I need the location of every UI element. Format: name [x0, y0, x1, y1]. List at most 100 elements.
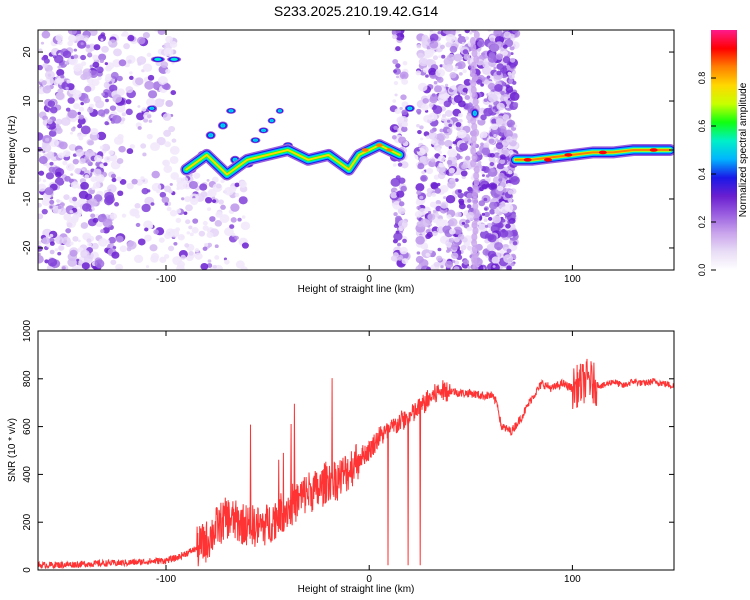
spectral-noise-blob [448, 237, 455, 243]
spectral-noise-blob [85, 159, 91, 164]
spectral-noise-blob [231, 232, 236, 237]
spectral-noise-blob [169, 145, 180, 155]
spectral-noise-blob [498, 125, 507, 133]
spectral-noise-blob [46, 119, 53, 125]
spectral-noise-blob [88, 140, 95, 146]
spectral-noise-blob [117, 133, 124, 140]
spectral-noise-blob [416, 205, 421, 210]
spectral-noise-blob [218, 199, 224, 205]
spectral-noise-blob [111, 114, 122, 124]
spectral-noise-blob [469, 31, 473, 35]
colorbar-tick-label: 0.8 [697, 72, 707, 85]
x-tick-label: -100 [156, 274, 176, 285]
spectral-noise-blob [77, 247, 82, 251]
spectral-noise-blob [153, 229, 159, 235]
spectral-noise-blob [510, 262, 515, 267]
spectral-noise-blob [452, 259, 456, 263]
spectral-noise-blob [150, 202, 155, 206]
spectral-noise-blob [97, 109, 106, 117]
spectral-noise-blob [444, 139, 453, 148]
spectral-stripe-blob [473, 30, 480, 39]
spectral-noise-blob [496, 155, 501, 159]
spectral-noise-blob [57, 251, 62, 256]
spectral-noise-blob [112, 246, 117, 250]
spectral-noise-blob [70, 127, 76, 132]
spectral-noise-blob [205, 196, 213, 204]
spectral-noise-blob [462, 91, 467, 96]
spectral-noise-blob [93, 44, 101, 51]
spectral-noise-blob [480, 142, 484, 146]
spectral-noise-blob [417, 82, 428, 92]
spectral-stripe-blob [471, 49, 478, 58]
spectral-noise-blob [434, 187, 441, 194]
spectral-noise-blob [93, 168, 102, 177]
spectral-peak-core [155, 58, 160, 61]
spectral-ridge-core [649, 148, 658, 152]
spectral-noise-blob [481, 174, 485, 177]
spectral-noise-blob [141, 178, 149, 185]
spectral-noise-blob [118, 145, 126, 153]
spectral-noise-blob [437, 31, 442, 35]
spectral-noise-blob [48, 166, 56, 173]
spectral-noise-blob [73, 64, 82, 72]
spectral-noise-blob [429, 95, 438, 104]
spectral-noise-blob [161, 99, 165, 102]
spectral-noise-blob [216, 183, 222, 189]
spectral-noise-blob [492, 215, 502, 224]
spectral-stripe-blob [471, 251, 478, 260]
spectral-noise-blob [496, 70, 502, 76]
spectral-ridge-core [544, 157, 553, 162]
spectral-noise-blob [96, 131, 107, 141]
spectral-noise-blob [392, 163, 397, 167]
snr-y-ticks: 0 200 400 600 800 1000 [22, 319, 674, 573]
spectral-noise-blob [456, 129, 467, 139]
spectral-ridge-core [386, 148, 394, 152]
spectral-noise-blob [502, 50, 509, 56]
spectral-noise-blob [239, 180, 247, 188]
spectral-noise-blob [73, 48, 78, 52]
spectral-noise-blob [57, 205, 62, 210]
spectral-noise-blob [140, 143, 147, 149]
spectral-noise-blob [108, 84, 118, 93]
spectral-peak-core [262, 129, 266, 132]
spectral-noise-blob [401, 78, 409, 85]
spectral-noise-blob [449, 71, 457, 79]
spectral-noise-blob [84, 174, 90, 179]
x-tick-label: 100 [564, 574, 581, 585]
spectral-noise-blob [423, 131, 430, 137]
spectral-noise-blob [107, 40, 113, 45]
spectral-noise-blob [111, 251, 120, 259]
spectral-noise-blob [141, 203, 151, 213]
spectral-noise-blob [116, 75, 123, 82]
spectral-noise-blob [481, 66, 492, 75]
spectral-noise-blob [421, 170, 425, 175]
spectral-peak-core [278, 109, 282, 112]
spectral-noise-blob [183, 211, 188, 215]
spectral-noise-blob [511, 213, 517, 219]
spectral-noise-blob [105, 194, 115, 204]
spectral-noise-blob [45, 137, 50, 142]
spectral-stripe-blob [471, 239, 478, 248]
spectral-noise-blob [41, 237, 50, 245]
spectral-noise-blob [392, 252, 399, 258]
spectral-noise-blob [49, 241, 55, 246]
spectral-noise-blob [462, 69, 467, 74]
colorbar-tick-label: 0.0 [697, 264, 707, 277]
spectral-noise-blob [95, 100, 105, 109]
spectral-noise-blob [171, 138, 177, 143]
spectral-noise-blob [69, 131, 74, 135]
spectral-noise-blob [451, 85, 457, 90]
spectral-noise-blob [57, 40, 63, 46]
spectral-noise-blob [234, 182, 240, 188]
spectral-noise-blob [436, 164, 446, 173]
spectral-noise-blob [417, 129, 422, 135]
spectral-noise-blob [393, 125, 398, 130]
spectral-noise-blob [430, 158, 436, 163]
spectral-noise-blob [89, 64, 94, 69]
spectral-noise-blob [67, 30, 78, 35]
spectral-noise-blob [445, 41, 452, 48]
spectral-noise-blob [38, 132, 44, 141]
spectral-noise-blob [85, 44, 91, 49]
spectral-noise-blob [67, 97, 75, 104]
spectral-noise-blob [425, 58, 433, 66]
